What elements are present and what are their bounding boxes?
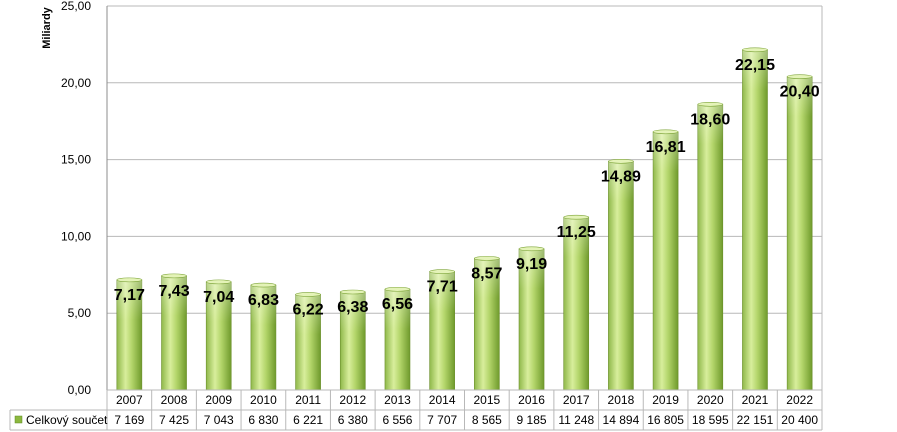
bar [339, 289, 366, 391]
table-cell: 6 221 [293, 413, 323, 427]
x-tick-label: 2017 [563, 393, 590, 407]
y-axis-ticks: 0,00 5,00 10,00 15,00 20,00 25,00 [61, 0, 91, 397]
x-tick-label: 2011 [295, 393, 321, 407]
table-cell: 9 185 [517, 413, 547, 427]
y-tick-label: 5,00 [68, 306, 92, 320]
data-label: 6,56 [382, 296, 413, 313]
data-label: 9,19 [516, 256, 547, 273]
bar [295, 292, 321, 391]
x-tick-label: 2021 [742, 393, 769, 407]
bar [608, 158, 634, 391]
bar [742, 47, 768, 391]
data-label: 6,38 [337, 299, 368, 316]
table-cell: 6 380 [338, 413, 368, 427]
table-cell: 14 894 [603, 413, 640, 427]
x-tick-label: 2009 [205, 393, 232, 407]
table-cell: 16 805 [647, 413, 684, 427]
y-tick-label: 0,00 [68, 383, 92, 397]
data-label: 7,17 [114, 287, 145, 304]
x-tick-label: 2013 [384, 393, 411, 407]
table-cell: 8 565 [472, 413, 502, 427]
x-tick-label: 2012 [339, 393, 366, 407]
x-tick-label: 2008 [161, 393, 188, 407]
x-tick-label: 2019 [652, 393, 679, 407]
data-label: 8,57 [471, 265, 502, 282]
table-cell: 11 248 [558, 413, 594, 427]
table-cell: 7 707 [427, 413, 457, 427]
bar [384, 286, 411, 391]
bar [429, 269, 455, 391]
table-cell: 6 830 [248, 413, 278, 427]
data-label: 14,89 [601, 168, 641, 185]
bar [250, 282, 277, 391]
table-cell: 18 595 [692, 413, 729, 427]
x-tick-label: 2016 [518, 393, 545, 407]
data-table: 2007 7 169 2008 7 425 2009 7 043 2010 6 830 2011… [9, 389, 823, 431]
bar [652, 129, 679, 391]
x-tick-label: 2010 [250, 393, 277, 407]
data-label: 20,40 [780, 84, 820, 101]
data-label: 16,81 [646, 139, 686, 156]
table-cell: 20 400 [781, 413, 818, 427]
bar [161, 273, 187, 391]
x-tick-label: 2020 [697, 393, 724, 407]
data-labels: 7,17 7,43 7,04 6,83 6,22 6,38 6,56 7,71 8,57 9,19… [114, 57, 820, 319]
bar [786, 74, 813, 391]
x-tick-label: 2015 [473, 393, 500, 407]
bar [518, 246, 545, 391]
bar [116, 277, 143, 391]
table-cell: 22 151 [737, 413, 774, 427]
x-tick-label: 2014 [429, 393, 456, 407]
x-tick-label: 2018 [608, 393, 635, 407]
y-tick-label: 15,00 [61, 153, 91, 167]
x-tick-label: 2007 [116, 393, 143, 407]
data-label: 11,25 [557, 224, 596, 241]
y-tick-label: 10,00 [61, 229, 91, 243]
data-label: 7,43 [158, 283, 189, 300]
bar [563, 214, 590, 391]
data-label: 18,60 [690, 111, 730, 128]
data-label: 7,04 [203, 289, 234, 306]
legend-label: Celkový součet [26, 413, 108, 427]
legend-key [14, 415, 23, 424]
table-cell: 6 556 [382, 413, 412, 427]
y-tick-label: 20,00 [61, 76, 91, 90]
data-label: 7,71 [427, 279, 458, 296]
table-cell: 7 169 [114, 413, 144, 427]
data-label: 6,83 [248, 292, 279, 309]
y-axis-label: Miliardy [41, 6, 53, 48]
table-cell: 7 425 [159, 413, 189, 427]
table-cell: 7 043 [204, 413, 234, 427]
data-label: 22,15 [735, 57, 775, 74]
x-tick-label: 2022 [786, 393, 813, 407]
bars [116, 47, 813, 391]
bar [697, 102, 724, 391]
bar [205, 279, 232, 391]
data-label: 6,22 [293, 301, 324, 318]
y-tick-label: 25,00 [61, 0, 91, 13]
